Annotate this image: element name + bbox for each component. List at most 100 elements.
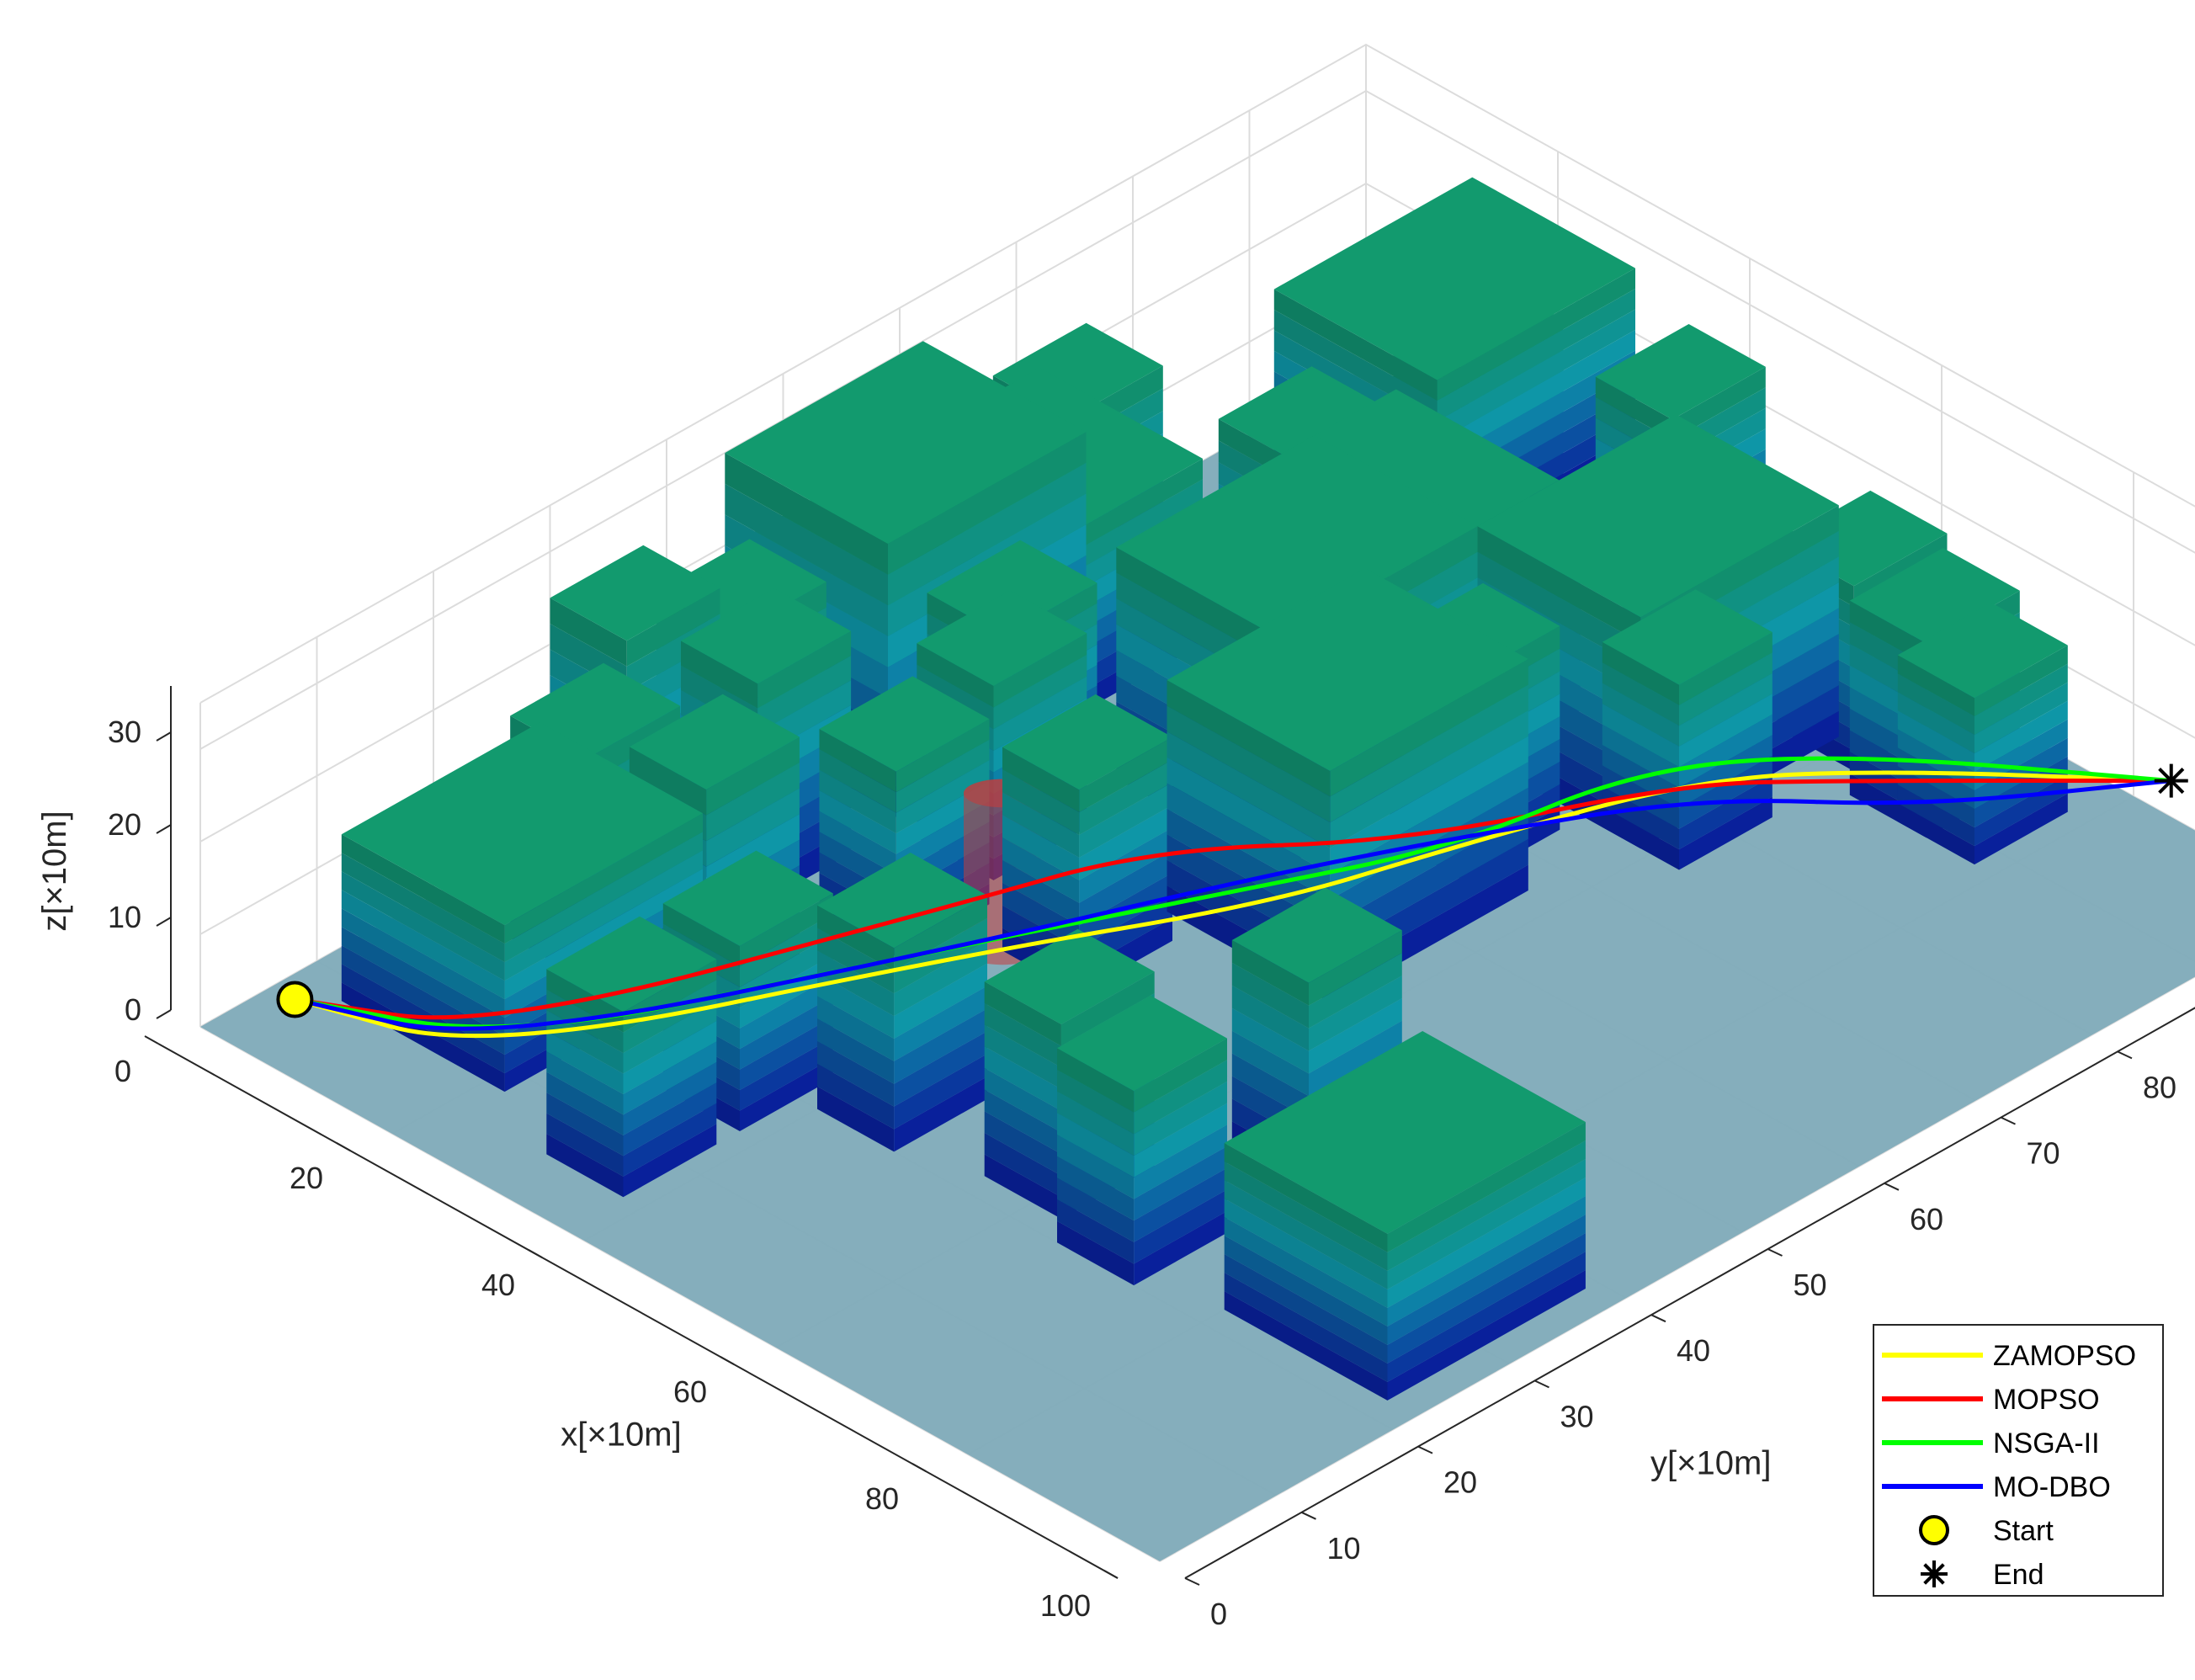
building-face [819, 811, 896, 875]
building-face [894, 1008, 987, 1084]
building-face [1679, 776, 1772, 850]
building-face [1437, 268, 1635, 401]
building-face [817, 973, 895, 1039]
building-face [341, 834, 505, 944]
building-face [546, 1030, 624, 1094]
building-face [341, 853, 505, 963]
axes: 020406080100x[×10m]010203040506070809010… [36, 686, 2195, 1631]
y-tick-mark [1884, 1182, 1900, 1191]
building-face [1387, 1122, 1586, 1252]
building-face [1134, 1124, 1227, 1199]
building-face [341, 927, 505, 1037]
building-face [1679, 632, 1772, 705]
building-face [1602, 662, 1679, 726]
path-mo-dbo [294, 779, 2172, 1031]
building-face [894, 1054, 987, 1130]
building-face [1387, 1159, 1586, 1289]
building-face [341, 871, 505, 981]
building-face [984, 1154, 1061, 1219]
building-face [1134, 1167, 1227, 1242]
building-face [1224, 1162, 1388, 1271]
building-roof [1849, 548, 2020, 644]
legend-item: End [1921, 1559, 2044, 1591]
y-tick-label: 20 [1443, 1465, 1477, 1500]
building-face [1134, 1210, 1227, 1286]
building-face [1309, 998, 1402, 1074]
legend-item: MOPSO [1882, 1384, 2100, 1416]
legend-item: NSGA-II [1882, 1427, 2100, 1459]
y-tick-label: 30 [1560, 1399, 1594, 1433]
building-face [1224, 1273, 1388, 1382]
building-face [1679, 796, 1772, 870]
building-roof [725, 341, 1087, 544]
z-tick-label: 0 [125, 992, 141, 1027]
building-face [1309, 976, 1402, 1051]
building-face [546, 1093, 624, 1156]
building-face [1002, 837, 1080, 903]
building-face [1002, 815, 1080, 880]
building-face [819, 749, 896, 813]
building-face [546, 1134, 624, 1198]
building-face [894, 917, 987, 994]
building-face [896, 760, 990, 834]
building-face [984, 1046, 1061, 1111]
building-face [1224, 1254, 1388, 1364]
y-tick-mark [2001, 1116, 2016, 1125]
building-face [341, 890, 505, 1000]
building-face [504, 832, 703, 963]
building-face [1079, 850, 1172, 926]
z-tick-mark [156, 824, 172, 834]
building-face [888, 462, 1087, 606]
building-face [1387, 1178, 1586, 1308]
building-face [1231, 1030, 1309, 1097]
building-face [984, 1132, 1061, 1198]
building-face [623, 1000, 717, 1074]
building-roof [817, 853, 987, 949]
building-face [817, 1086, 895, 1152]
building-face [1057, 1135, 1135, 1199]
y-tick-label: 40 [1677, 1333, 1710, 1368]
x-tick-label: 40 [481, 1268, 515, 1302]
legend-label: Start [1993, 1515, 2054, 1547]
y-tick-mark [1534, 1380, 1549, 1389]
building-face [993, 633, 1087, 708]
scene [276, 177, 2188, 1401]
building-face [1224, 1291, 1388, 1401]
building-face [817, 1018, 895, 1084]
building-face [1079, 827, 1172, 903]
y-tick-label: 70 [2027, 1136, 2060, 1171]
building-face [546, 1010, 624, 1074]
building-face [1437, 289, 1635, 422]
building-face [504, 850, 703, 981]
legend-marker-end-stroke [1923, 1563, 1945, 1585]
y-tick-label: 10 [1327, 1531, 1361, 1566]
building-face [757, 630, 852, 709]
building-roof [1224, 1031, 1586, 1234]
building-face [1679, 735, 1772, 809]
building-face [740, 1017, 833, 1091]
end-marker [2154, 763, 2188, 798]
building-face [1477, 551, 1641, 669]
building-face [1849, 600, 1927, 666]
building-face [740, 996, 833, 1070]
building-face [1387, 1140, 1586, 1271]
building-face [896, 719, 990, 793]
building-face [1167, 705, 1331, 823]
legend-item: ZAMOPSO [1882, 1340, 2136, 1372]
building-face [1679, 714, 1772, 788]
building-face [1057, 1113, 1135, 1178]
building-face [1231, 962, 1309, 1029]
building-face [1679, 652, 1772, 726]
building-face [1387, 1196, 1586, 1326]
building-face [894, 1077, 987, 1152]
building-face [546, 1071, 624, 1135]
building-face [504, 813, 703, 944]
building-face [1134, 1081, 1227, 1156]
y-tick-mark [2117, 1050, 2133, 1060]
y-tick-label: 80 [2143, 1070, 2176, 1104]
x-tick-mark [528, 1249, 543, 1258]
building-face [740, 1037, 833, 1111]
building-face [623, 1124, 717, 1198]
legend-label: MOPSO [1993, 1384, 2100, 1416]
building-face [1134, 1103, 1227, 1178]
